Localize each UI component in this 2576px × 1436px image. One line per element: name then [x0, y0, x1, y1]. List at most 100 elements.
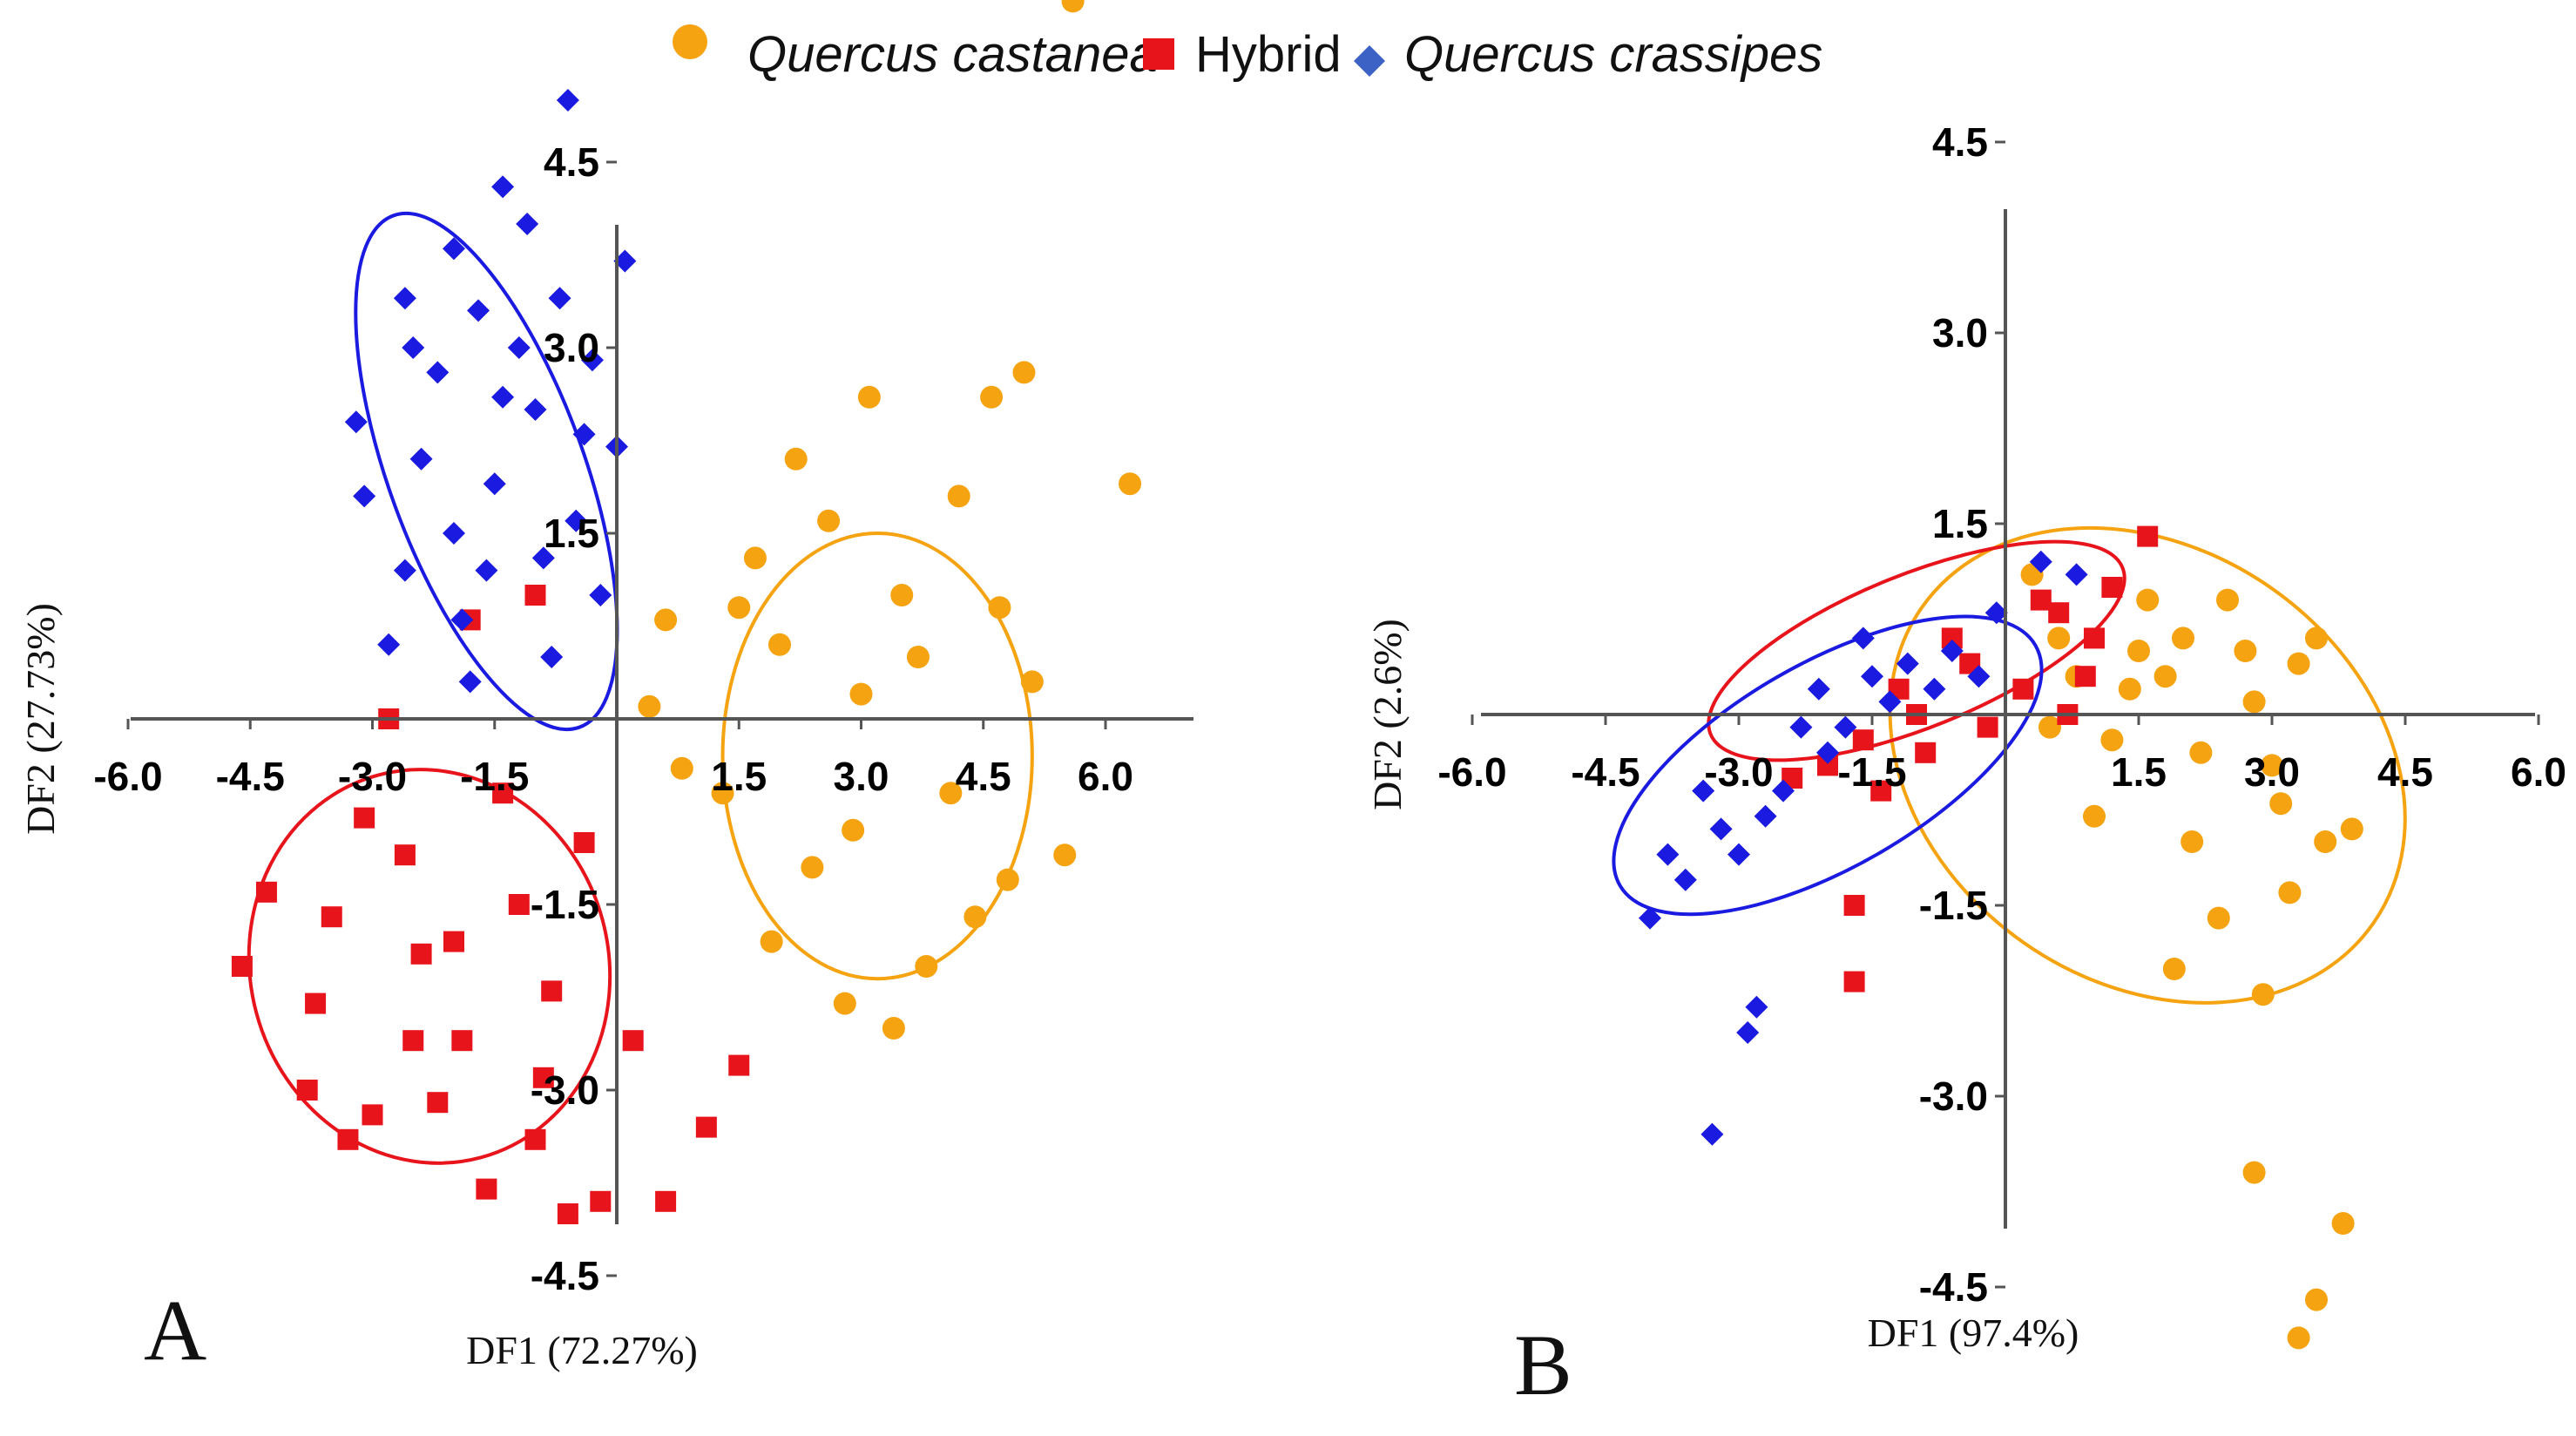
scatter-panel-b: -6.0-4.5-3.0-1.51.53.04.56.01.53.04.5-6.… [1281, 0, 2576, 1432]
data-point [1020, 670, 1044, 694]
data-point [833, 992, 856, 1015]
data-point [695, 1116, 717, 1138]
data-point [2216, 588, 2239, 612]
data-point [255, 881, 277, 903]
data-point [980, 385, 1004, 409]
data-point [1878, 690, 1902, 714]
y-tick-label: 4.5 [1932, 119, 1988, 165]
y-tick-label: -3.0 [531, 1067, 599, 1113]
data-point [2083, 804, 2106, 828]
data-point [1656, 843, 1680, 866]
data-point [728, 1054, 750, 1076]
data-point [508, 894, 530, 915]
x-axis-title: DF1 (97.4%) [1868, 1311, 2079, 1355]
data-point [532, 1067, 554, 1088]
x-tick-label: -1.5 [1837, 749, 1906, 795]
data-point [654, 608, 678, 632]
data-point [1736, 1021, 1760, 1044]
data-point [541, 980, 563, 1002]
data-point [857, 385, 881, 409]
data-point [590, 1190, 612, 1212]
panel-label: B [1514, 1317, 1572, 1413]
data-point [451, 1030, 473, 1052]
data-point [1727, 843, 1750, 866]
x-tick-label: 3.0 [834, 754, 889, 799]
legend-label-crassipes: Quercus crassipes [1404, 26, 1822, 83]
y-tick-label: -4.5 [531, 1253, 599, 1298]
scatter-plot-a: -6.0-4.5-3.0-1.51.53.04.56.01.53.04.5-6.… [18, 0, 1193, 1378]
data-point [377, 633, 401, 656]
y-tick-label: 4.5 [544, 139, 599, 185]
data-point [2127, 640, 2150, 662]
data-point [410, 943, 432, 965]
data-point [1789, 715, 1813, 739]
data-point [2287, 1326, 2310, 1350]
data-point [426, 361, 450, 384]
data-point [443, 522, 465, 545]
data-point [915, 955, 938, 978]
data-point [321, 906, 342, 928]
data-point [1012, 361, 1036, 384]
confidence-ellipse-3 [1612, 614, 2044, 917]
x-tick-label: 4.5 [2377, 749, 2433, 795]
data-point [613, 249, 637, 273]
data-point [2189, 741, 2213, 764]
data-point [1053, 843, 1077, 867]
data-point [573, 832, 595, 853]
y-tick-label: -4.5 [1919, 1264, 1988, 1310]
data-point [963, 905, 987, 929]
y-tick-label: -1.5 [531, 882, 599, 927]
legend-label-hybrid: Hybrid [1195, 26, 1342, 83]
data-point [565, 509, 588, 532]
data-point [476, 1178, 497, 1200]
y-axis-title: DF2 (27.73%) [18, 603, 63, 835]
x-tick-label: 1.5 [711, 754, 767, 799]
data-point [817, 509, 841, 532]
x-tick-label: -4.5 [216, 754, 285, 799]
x-tick-label: -6.0 [93, 754, 162, 799]
data-point [2047, 627, 2071, 650]
data-point [531, 546, 555, 570]
data-point [394, 844, 416, 866]
data-point [2101, 577, 2123, 598]
data-point [988, 596, 1011, 620]
data-point [524, 1128, 546, 1150]
data-point [1807, 677, 1830, 701]
data-point [296, 1080, 318, 1101]
data-point [491, 175, 515, 199]
data-point [393, 559, 416, 582]
data-point [2251, 983, 2275, 1006]
data-point [947, 484, 970, 508]
confidence-ellipse-2 [1707, 539, 2126, 762]
data-point [443, 237, 465, 261]
data-point [622, 1030, 644, 1052]
data-point [2287, 652, 2310, 675]
data-point [2118, 677, 2141, 701]
data-point [1745, 995, 1768, 1019]
data-point [589, 584, 612, 606]
data-point [443, 931, 464, 952]
data-point [727, 596, 751, 620]
data-point [2261, 754, 2283, 777]
data-point [760, 930, 783, 953]
data-point [2340, 817, 2363, 841]
data-point [2030, 589, 2052, 611]
data-point [540, 646, 564, 668]
confidence-ellipse-1 [1888, 525, 2407, 1005]
scatter-plot-b: -6.0-4.5-3.0-1.51.53.04.56.01.53.04.5-6.… [1365, 119, 2566, 1413]
data-point [801, 856, 824, 879]
data-point [337, 1128, 359, 1150]
legend-label-castanea: Quercus castanea [747, 26, 1158, 83]
y-tick-label: 3.0 [1932, 310, 1988, 356]
data-point [2100, 728, 2124, 752]
x-tick-label: 6.0 [2511, 749, 2566, 795]
x-tick-label: -3.0 [338, 754, 407, 799]
data-point [1843, 895, 1865, 916]
data-point [2065, 563, 2088, 586]
x-tick-label: 1.5 [2111, 749, 2167, 795]
data-point [427, 1092, 449, 1114]
data-point [1977, 716, 1998, 738]
data-point [1852, 729, 1874, 751]
data-point [2048, 602, 2070, 624]
data-point [655, 1190, 677, 1212]
